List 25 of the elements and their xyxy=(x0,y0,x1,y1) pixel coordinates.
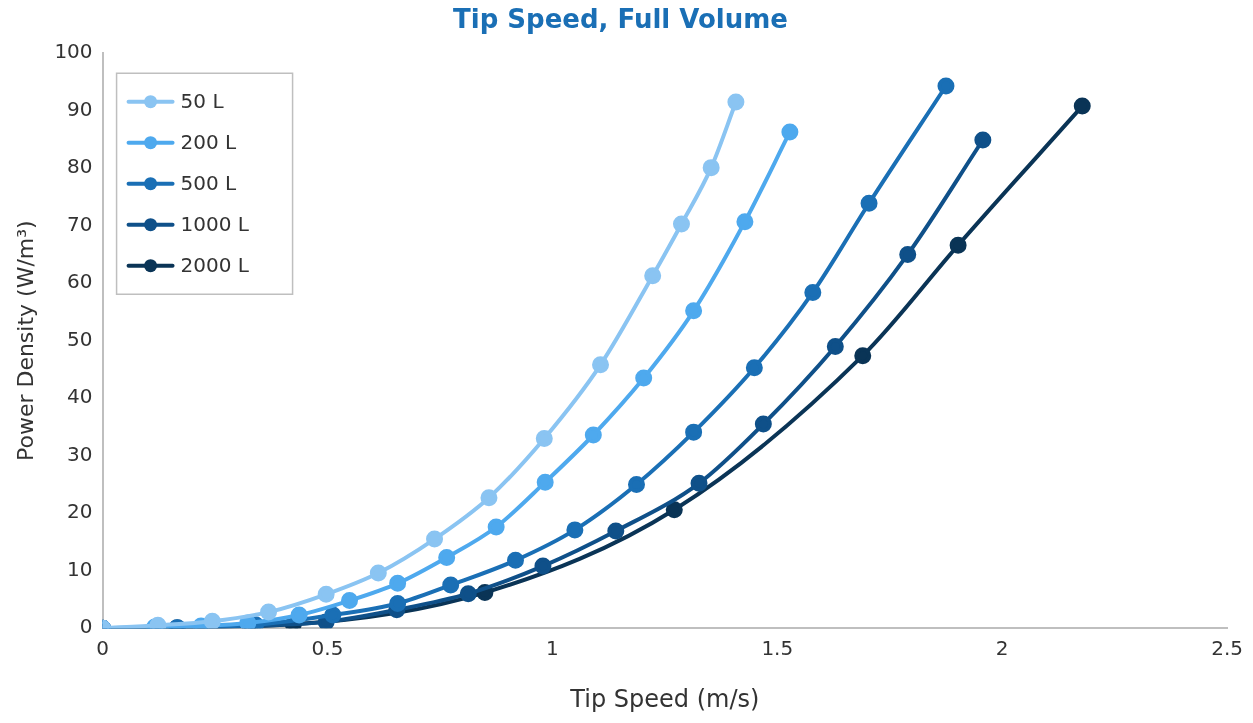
y-tick-label: 30 xyxy=(67,441,93,466)
y-tick-label: 100 xyxy=(54,39,93,64)
chart-title: Tip Speed, Full Volume xyxy=(452,4,789,35)
x-tick-label: 2 xyxy=(995,636,1009,661)
legend-label: 2000 L xyxy=(180,252,250,277)
legend-label: 500 L xyxy=(180,170,238,195)
legend-label: 50 L xyxy=(180,88,225,113)
x-tick-label: 2.5 xyxy=(1211,636,1243,661)
x-tick-label: 0.5 xyxy=(311,636,344,661)
y-axis-title: Power Density (W/m³) xyxy=(12,220,38,462)
x-tick-label: 0 xyxy=(96,636,109,661)
y-tick-label: 60 xyxy=(67,269,93,294)
y-tick-label: 0 xyxy=(79,614,93,639)
y-tick-label: 10 xyxy=(67,556,93,581)
x-tick-label: 1 xyxy=(546,636,559,661)
y-tick-label: 40 xyxy=(67,384,93,409)
y-tick-label: 80 xyxy=(67,154,93,179)
x-axis-title: Tip Speed (m/s) xyxy=(569,684,760,713)
legend-label: 200 L xyxy=(180,129,238,154)
legend-label: 1000 L xyxy=(180,211,250,236)
y-tick-label: 20 xyxy=(67,499,93,524)
y-tick-label: 90 xyxy=(67,96,93,121)
y-tick-label: 50 xyxy=(67,326,93,351)
y-tick-label: 70 xyxy=(67,211,93,236)
x-tick-label: 1.5 xyxy=(761,636,794,661)
